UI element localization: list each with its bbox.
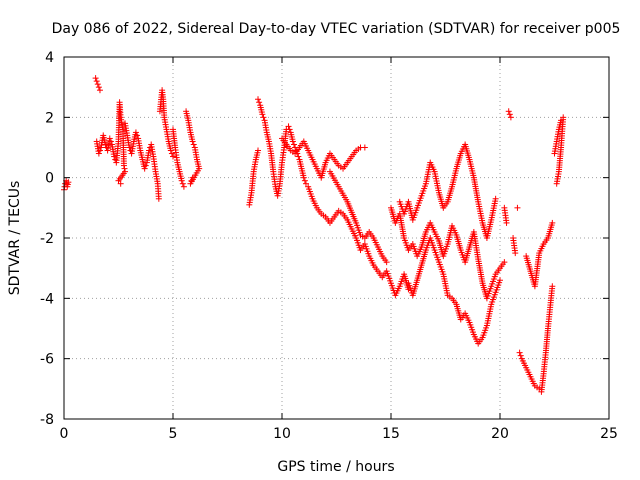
data-point — [126, 144, 133, 151]
data-point — [178, 177, 185, 184]
x-tick-label: 25 — [600, 426, 618, 442]
data-point — [290, 141, 297, 148]
data-point — [134, 132, 141, 139]
data-points — [61, 75, 567, 395]
data-point — [503, 219, 510, 226]
data-point — [180, 183, 187, 190]
data-point — [146, 147, 153, 154]
data-point — [187, 180, 194, 187]
data-point — [111, 153, 118, 160]
x-tick-label: 0 — [60, 426, 69, 442]
data-point — [95, 84, 102, 91]
y-axis-label: SDTVAR / TECUs — [7, 181, 23, 296]
data-point — [96, 87, 103, 94]
y-tick-label: -6 — [40, 352, 54, 368]
data-point — [497, 277, 503, 284]
data-point — [512, 250, 519, 257]
data-point — [492, 195, 499, 202]
data-point — [507, 114, 514, 121]
data-point — [117, 180, 124, 187]
y-tick-label: -8 — [40, 412, 54, 428]
y-tick-label: 0 — [45, 171, 54, 187]
data-point — [96, 147, 103, 154]
y-tick-label: 4 — [45, 50, 54, 66]
data-point — [260, 114, 267, 121]
data-point — [553, 180, 560, 187]
data-point — [549, 219, 556, 226]
data-point — [361, 144, 368, 151]
data-point — [155, 195, 162, 202]
data-point — [302, 180, 309, 187]
data-point — [141, 165, 148, 172]
data-point — [285, 123, 292, 130]
data-point — [107, 138, 114, 145]
data-point — [255, 96, 262, 103]
data-point — [102, 141, 109, 148]
data-point — [93, 78, 100, 85]
y-tick-label: 2 — [45, 110, 54, 126]
data-point — [514, 204, 521, 211]
data-point — [189, 174, 196, 181]
data-point — [168, 150, 175, 157]
tick-labels: 0 5 10 15 20 25 -8 -6 -4 -2 0 2 4 — [40, 50, 618, 442]
data-point — [121, 165, 128, 172]
data-point — [505, 108, 512, 115]
data-point — [295, 153, 302, 160]
data-point — [189, 138, 196, 145]
x-tick-label: 20 — [491, 426, 509, 442]
data-point — [383, 259, 390, 266]
data-point — [115, 177, 122, 184]
data-point — [300, 174, 307, 181]
data-point — [120, 162, 127, 169]
data-point — [259, 111, 266, 118]
x-tick-label: 5 — [169, 426, 178, 442]
data-point — [92, 75, 99, 82]
data-point — [95, 150, 102, 157]
data-point — [289, 138, 296, 145]
y-tick-label: -2 — [40, 231, 54, 247]
data-point — [516, 349, 523, 356]
data-point — [506, 111, 513, 118]
data-point — [517, 352, 524, 359]
data-point — [256, 99, 263, 106]
x-tick-label: 15 — [382, 426, 400, 442]
data-point — [106, 135, 113, 142]
data-point — [188, 177, 195, 184]
data-point — [255, 147, 262, 154]
data-point — [142, 162, 149, 169]
data-point — [190, 141, 197, 148]
data-point — [501, 259, 508, 266]
chart-title: Day 086 of 2022, Sidereal Day-to-day VTE… — [52, 21, 621, 37]
data-point — [167, 147, 174, 154]
x-tick-label: 10 — [273, 426, 291, 442]
y-tick-label: -4 — [40, 291, 54, 307]
data-point — [549, 283, 556, 290]
data-point — [301, 177, 308, 184]
data-point — [65, 179, 72, 186]
data-point — [170, 153, 176, 160]
data-point — [132, 129, 139, 136]
x-axis-label: GPS time / hours — [277, 459, 394, 475]
data-point — [286, 126, 293, 133]
axis-ticks — [63, 56, 610, 420]
data-point — [94, 81, 101, 88]
data-point — [179, 180, 186, 187]
